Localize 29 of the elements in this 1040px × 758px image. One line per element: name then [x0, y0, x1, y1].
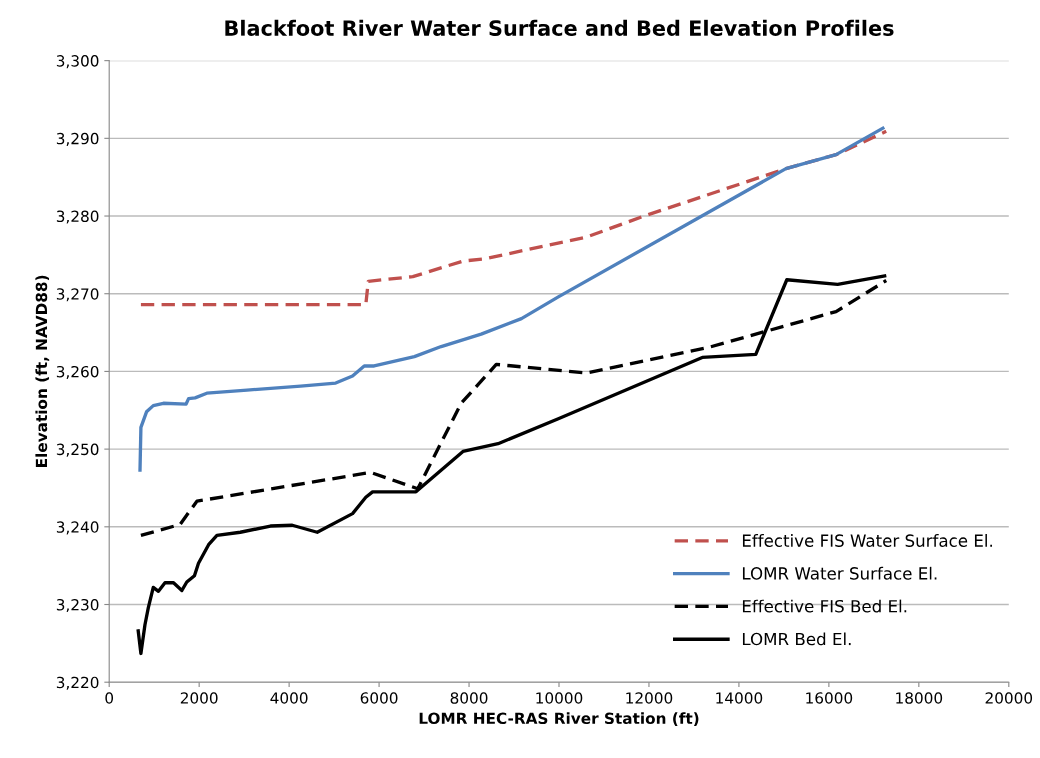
x-tick-label: 2000 — [180, 692, 218, 704]
y-tick-label: 3,230 — [56, 598, 99, 613]
y-tick-label: 3,270 — [56, 288, 99, 302]
x-tick-label: 12000 — [626, 692, 673, 704]
y-axis-title: Elevation (ft, NAVD88) — [35, 275, 50, 467]
chart-title: Blackfoot River Water Surface and Bed Elevation Profiles — [225, 19, 894, 36]
x-tick-label: 18000 — [896, 692, 943, 704]
legend-label: Effective FIS Water Surface El. — [742, 534, 992, 547]
legend-label: LOMR Water Surface El. — [742, 566, 937, 580]
x-axis-title: LOMR HEC-RAS River Station (ft) — [419, 712, 699, 726]
y-tick-label: 3,240 — [56, 521, 99, 535]
legend-label: LOMR Bed El. — [742, 632, 851, 646]
y-tick-label: 3,300 — [56, 55, 99, 69]
legend-label: Effective FIS Bed El. — [742, 599, 907, 613]
x-tick-label: 4000 — [270, 692, 308, 704]
line-series — [139, 129, 888, 307]
x-tick-label: 10000 — [536, 692, 583, 704]
x-tick-label: 0 — [105, 692, 114, 704]
y-tick-label: 3,250 — [56, 443, 99, 457]
y-tick-label: 3,280 — [56, 210, 99, 224]
x-tick-label: 20000 — [985, 692, 1033, 704]
x-tick-label: 8000 — [450, 692, 488, 704]
y-tick-label: 3,220 — [56, 676, 99, 690]
x-tick-label: 16000 — [806, 692, 853, 704]
y-tick-label: 3,290 — [56, 132, 99, 146]
x-tick-label: 14000 — [716, 692, 763, 704]
x-tick-label: 6000 — [360, 692, 398, 704]
y-tick-label: 3,260 — [56, 365, 99, 379]
line-series — [138, 126, 885, 472]
